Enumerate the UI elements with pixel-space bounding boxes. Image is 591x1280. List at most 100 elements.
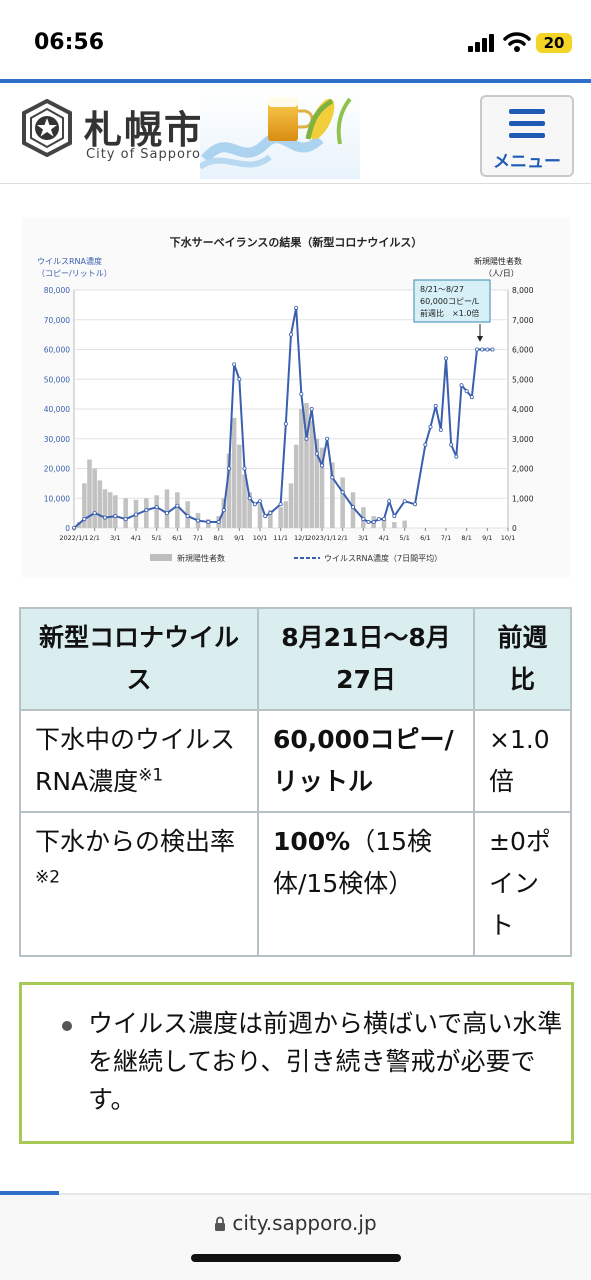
chart-bar [92, 468, 97, 528]
chart-point [92, 511, 97, 516]
browser-address-bar[interactable]: city.sapporo.jp [0, 1195, 591, 1280]
footnote-marker[interactable]: ※2 [35, 867, 61, 888]
chart-bar [144, 498, 149, 528]
chart-bar [107, 492, 113, 528]
chart-y-left-tick: 40,000 [44, 405, 70, 414]
table-row: 下水中のウイルスRNA濃度※1 60,000コピー/リットル ×1.0倍 [19, 709, 572, 813]
chart-y-right-tick: 5,000 [512, 375, 534, 384]
chart-point [294, 305, 299, 310]
chart-bar [314, 438, 320, 528]
chart-annotation-line-2: 60,000コピー/L [420, 297, 480, 306]
chart-point [154, 505, 159, 510]
home-indicator [191, 1254, 401, 1262]
chart-point [392, 514, 397, 519]
chart-point [423, 442, 428, 447]
chart-bar [82, 483, 87, 528]
notice-item: ウイルス濃度は前週から横ばいで高い水準を継続しており、引き続き警戒が必要です。 [62, 1005, 571, 1119]
table-row: 下水からの検出率 ※2 100%（15検体/15検体） ±0ポイント [19, 811, 572, 957]
chart-bar [350, 492, 356, 528]
chart-y-right-tick: 6,000 [512, 346, 534, 355]
chart-x-tick: 6/1 [172, 534, 182, 542]
chart-bar [231, 417, 237, 528]
lock-icon [215, 1216, 226, 1231]
chart-bar [113, 495, 118, 528]
chart-x-tick: 7/1 [193, 534, 203, 542]
chart-bar [123, 498, 128, 528]
chart-x-tick: 3/1 [110, 534, 120, 542]
chart-bar [237, 444, 242, 528]
footnote-marker[interactable]: ※1 [138, 765, 164, 786]
chart-point [113, 514, 118, 519]
chart-bar [247, 492, 252, 528]
chart-x-tick: 12/1 [294, 534, 309, 542]
chart-y-right-tick: 2,000 [512, 465, 534, 474]
sapporo-emblem-icon[interactable] [18, 99, 76, 157]
site-subtitle: City of Sapporo [86, 147, 201, 162]
chart-point [252, 502, 257, 507]
chart-bar [268, 510, 273, 528]
chart-point [469, 395, 474, 400]
table-header-cell: 前週比 [473, 607, 572, 711]
chart-x-tick: 2023/1/1 [307, 534, 336, 542]
address-url[interactable]: city.sapporo.jp [0, 1211, 591, 1235]
chart-bar [221, 498, 227, 528]
chart-point [314, 451, 319, 456]
chart-y-right-tick: 3,000 [512, 435, 534, 444]
row-label: 下水からの検出率 [35, 827, 236, 856]
chart-bar [278, 507, 283, 528]
chart-x-tick: 5/1 [151, 534, 161, 542]
table-cell-change: ×1.0倍 [473, 709, 572, 813]
chart-point [340, 490, 345, 495]
chart-point [216, 520, 221, 525]
chart-bar [226, 453, 232, 528]
table-header-cell: 8月21日～8月27日 [257, 607, 475, 711]
chart-y-left-tick: 20,000 [44, 465, 70, 474]
chart-point [175, 503, 180, 508]
chart-y-left-tick: 30,000 [44, 435, 70, 444]
chart-bar [97, 480, 103, 528]
cellular-signal-icon [468, 34, 494, 52]
chart-y-left-tick: 50,000 [44, 375, 70, 384]
chart-point [433, 404, 438, 409]
chart-point [164, 511, 169, 516]
status-time: 06:56 [34, 30, 105, 55]
chart-bar [87, 459, 92, 528]
hamburger-icon [509, 109, 545, 139]
chart-point [350, 505, 355, 510]
table-header-cell: 新型コロナウイルス [19, 607, 259, 711]
chart-x-tick: 2/1 [337, 534, 347, 542]
chart-point [226, 466, 231, 471]
chart-point [288, 332, 293, 337]
chart-right-axis-label: 新規陽性者数 [474, 256, 522, 266]
site-header: 札幌市 City of Sapporo メニュー [0, 83, 591, 184]
chart-right-axis-unit: （人/日） [484, 269, 519, 278]
chart-y-left-tick: 0 [65, 524, 70, 533]
table-cell-change: ±0ポイント [473, 811, 572, 957]
chart-x-tick: 6/1 [420, 534, 430, 542]
menu-button[interactable]: メニュー [480, 95, 574, 177]
chart-x-tick: 4/1 [379, 534, 389, 542]
wifi-icon [503, 32, 531, 52]
chart-point [232, 362, 237, 367]
chart-bar [257, 504, 263, 528]
chart-x-tick: 2022/1/1 [59, 534, 88, 542]
chart-svg: 下水サーベイランスの結果（新型コロナウイルス） ウイルスRNA濃度 （コピー/リ… [37, 235, 534, 563]
chart-y-right-tick: 1,000 [512, 494, 534, 503]
chart-bar [340, 477, 345, 528]
chart-point [412, 502, 417, 507]
chart-x-tick: 2/1 [89, 534, 99, 542]
chart-point [428, 424, 433, 429]
chart-bar [102, 489, 108, 528]
chart-point [304, 436, 309, 441]
chart-point [480, 347, 485, 352]
chart-point [134, 512, 139, 517]
chart-bar [381, 519, 387, 528]
site-title[interactable]: 札幌市 [84, 107, 205, 152]
chart-x-tick: 9/1 [234, 534, 244, 542]
chart-title: 下水サーベイランスの結果（新型コロナウイルス） [170, 235, 423, 249]
chart-point [490, 347, 495, 352]
chart-point [242, 466, 247, 471]
chart-x-tick: 10/1 [253, 534, 268, 542]
chart-y-left-tick: 80,000 [44, 286, 70, 295]
chart-x-tick: 5/1 [399, 534, 409, 542]
